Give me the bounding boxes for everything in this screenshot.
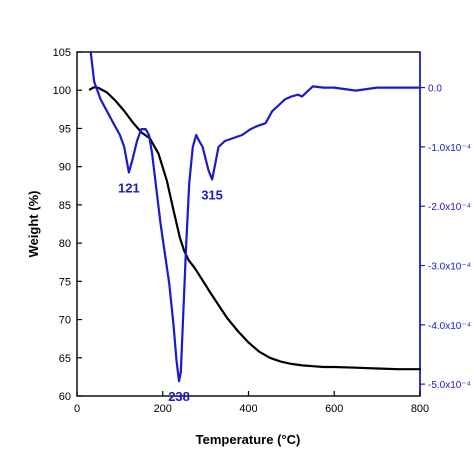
left-tick-label: 100 (53, 85, 71, 97)
y-axis-title: Weight (%) (26, 191, 41, 258)
left-axis-ticks: 60 65 70 75 80 85 90 95 100 105 (53, 47, 82, 403)
left-tick-label: 70 (59, 315, 71, 327)
peak-annotations: 121 238 315 (118, 180, 223, 404)
right-tick-label: -5.0x10⁻⁴ (428, 380, 471, 391)
right-tick-label: -2.0x10⁻⁴ (428, 202, 471, 213)
bottom-tick-label: 600 (325, 403, 343, 415)
peak-label-238: 238 (168, 389, 190, 404)
series-lines (88, 50, 422, 383)
left-tick-label: 90 (59, 162, 71, 174)
right-tick-label: -1.0x10⁻⁴ (428, 143, 471, 154)
left-tick-label: 85 (59, 200, 71, 212)
peak-label-121: 121 (118, 180, 140, 195)
bottom-tick-label: 200 (154, 403, 172, 415)
peak-label-315: 315 (201, 188, 223, 203)
right-axis-ticks: 0.0 -1.0x10⁻⁴ -2.0x10⁻⁴ -3.0x10⁻⁴ -4.0x10⁻⁴ -… (420, 84, 471, 391)
weight-curve (88, 86, 422, 371)
bottom-tick-label: 400 (239, 403, 257, 415)
bottom-tick-label: 800 (411, 403, 429, 415)
left-tick-label: 80 (59, 238, 71, 250)
plot-frame (76, 51, 421, 397)
dtg-curve (89, 50, 422, 383)
left-tick-label: 95 (59, 123, 71, 135)
right-tick-label: 0.0 (428, 84, 442, 95)
right-tick-label: -4.0x10⁻⁴ (428, 321, 471, 332)
bottom-axis-ticks: 0 200 400 600 800 (74, 391, 429, 415)
left-tick-label: 65 (59, 353, 71, 365)
bottom-tick-label: 0 (74, 403, 80, 415)
left-tick-label: 60 (59, 391, 71, 403)
left-tick-label: 75 (59, 276, 71, 288)
right-tick-label: -3.0x10⁻⁴ (428, 262, 471, 273)
x-axis-title: Temperature (°C) (196, 432, 301, 447)
left-tick-label: 105 (53, 47, 71, 59)
